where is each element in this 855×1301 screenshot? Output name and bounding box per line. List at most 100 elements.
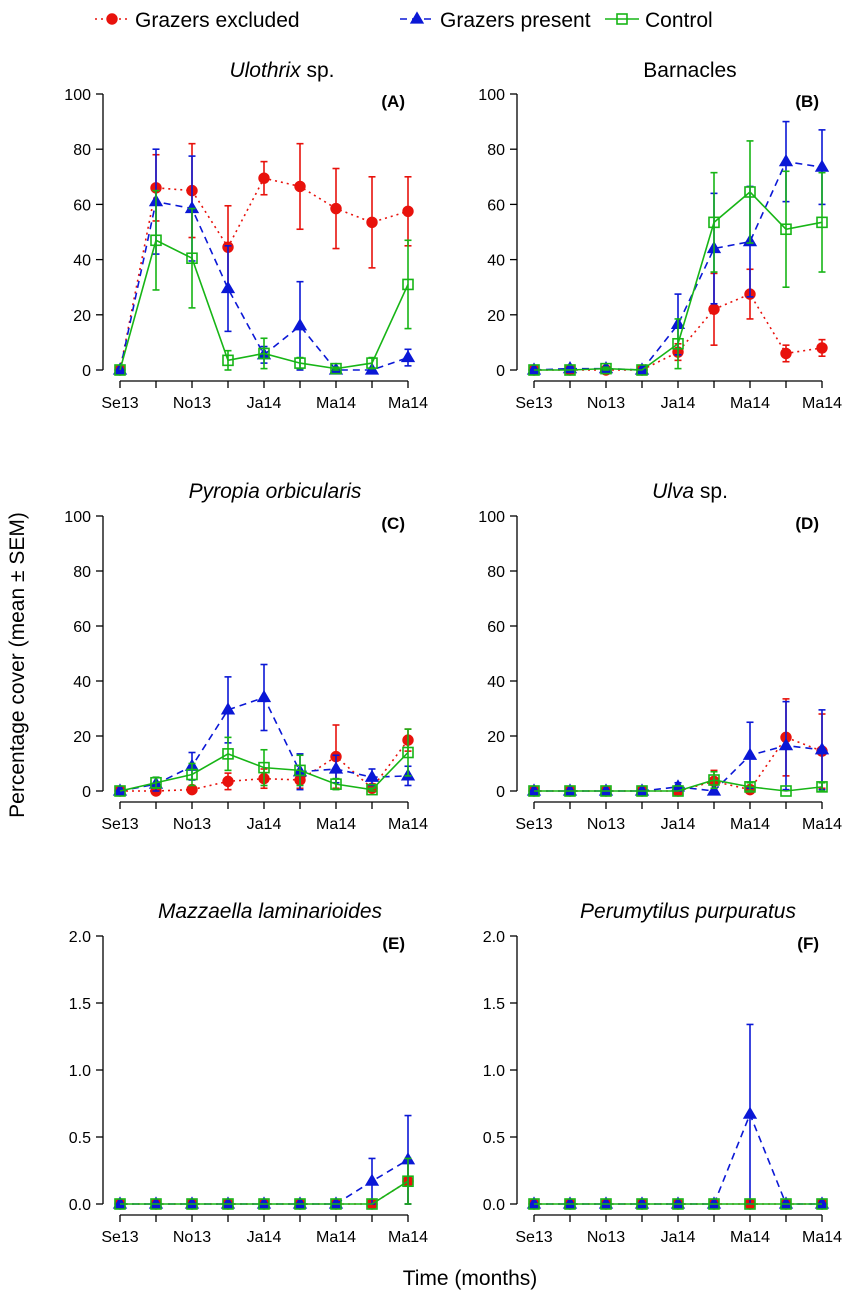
series-line-present-a	[119, 200, 409, 371]
point-control-e-1	[150, 1198, 162, 1210]
point-control-c-4	[258, 761, 270, 774]
y-tick-label-c-1: 20	[73, 729, 91, 746]
y-tick-label-f-1: 0.5	[483, 1130, 505, 1147]
y-tick-label-a-4: 80	[73, 142, 91, 159]
legend: Grazers excluded Grazers present Control	[95, 9, 713, 32]
point-control-f-6	[744, 1198, 756, 1210]
point-control-a-0	[114, 364, 126, 376]
point-control-d-7	[780, 785, 792, 797]
panel-title-italic-e: Mazzaella laminarioides	[158, 900, 383, 923]
point-control-b-7	[780, 223, 792, 236]
y-tick-label-e-0: 0.0	[69, 1197, 91, 1214]
point-present-d-5	[706, 783, 722, 796]
point-control-b-0	[528, 364, 540, 376]
point-present-d-8	[814, 742, 830, 755]
y-tick-label-d-5: 100	[478, 509, 505, 526]
panel-title-plain-a: sp.	[301, 59, 335, 82]
y-tick-label-e-3: 1.5	[69, 996, 91, 1013]
point-present-d-3	[634, 783, 650, 796]
point-control-f-1	[564, 1198, 576, 1210]
point-control-b-2	[600, 362, 612, 375]
point-control-e-7	[366, 1198, 378, 1210]
panel-letter-e: (E)	[382, 934, 405, 953]
panel-title-plain-b: Barnacles	[643, 59, 736, 82]
point-control-e-5	[294, 1198, 306, 1210]
y-tick-label-b-5: 100	[478, 87, 505, 104]
x-tick-label-e-0: Se13	[101, 1229, 138, 1246]
point-control-d-8	[816, 781, 828, 793]
y-tick-label-a-5: 100	[64, 87, 91, 104]
point-present-f-0	[526, 1196, 542, 1209]
point-present-e-2	[184, 1196, 200, 1209]
legend-marker-excluded	[106, 13, 118, 25]
point-present-b-8	[814, 159, 830, 172]
y-tick-label-c-4: 80	[73, 564, 91, 581]
x-tick-label-f-2: Ja14	[661, 1229, 696, 1246]
point-present-e-0	[112, 1196, 128, 1209]
legend-label-excluded: Grazers excluded	[135, 9, 300, 32]
legend-marker-present	[409, 11, 425, 24]
panel-e: 0.0 0.5 1.0 1.5 2.0 Se13 No13 Ja14 Ma14 Ma14 Mazza…	[69, 900, 428, 1246]
panel-letter-c: (C)	[381, 514, 405, 533]
y-tick-label-a-3: 60	[73, 197, 91, 214]
point-present-c-6	[328, 761, 344, 774]
panel-title-b: Barnacles	[643, 59, 736, 82]
point-control-b-3	[636, 364, 648, 376]
series-control-d	[528, 770, 828, 797]
x-tick-label-b-3: Ma14	[730, 395, 770, 412]
x-tick-label-a-0: Se13	[101, 395, 138, 412]
x-tick-label-b-2: Ja14	[661, 395, 696, 412]
point-present-d-0	[526, 783, 542, 796]
point-present-e-4	[256, 1196, 272, 1209]
point-present-e-6	[328, 1196, 344, 1209]
point-excluded-a-8	[402, 205, 414, 218]
point-present-c-4	[256, 689, 272, 703]
point-control-d-2	[600, 785, 612, 797]
panel-c: 0 20 40 60 80 100 Se13 No13 Ja14 Ma14 Ma14 Pyropia …	[64, 480, 428, 833]
panel-title-plain-d: sp.	[694, 480, 728, 503]
point-control-f-0	[528, 1198, 540, 1210]
point-control-b-4	[672, 337, 684, 350]
x-tick-label-d-4: Ma14	[802, 816, 842, 833]
point-control-d-3	[636, 785, 648, 797]
panel-title-italic-f: Perumytilus purpuratus	[580, 900, 796, 923]
point-present-e-1	[148, 1196, 164, 1209]
x-tick-label-e-4: Ma14	[388, 1229, 428, 1246]
point-control-c-0	[114, 785, 126, 797]
y-tick-label-c-3: 60	[73, 619, 91, 636]
point-present-d-6	[742, 747, 758, 760]
series-present-d	[526, 700, 830, 796]
x-tick-label-f-3: Ma14	[730, 1229, 770, 1246]
point-control-d-0	[528, 785, 540, 797]
series-control-e	[114, 1157, 414, 1210]
x-tick-label-c-4: Ma14	[388, 816, 428, 833]
point-control-a-4	[258, 347, 270, 360]
x-tick-label-a-3: Ma14	[316, 395, 356, 412]
point-control-e-2	[186, 1198, 198, 1210]
y-tick-label-d-4: 80	[487, 564, 505, 581]
x-tick-label-b-1: No13	[587, 395, 625, 412]
point-control-c-2	[186, 768, 198, 781]
panel-title-d: Ulva sp.	[652, 480, 728, 503]
y-tick-label-a-2: 40	[73, 253, 91, 270]
y-tick-label-b-3: 60	[487, 197, 505, 214]
point-present-b-3	[634, 362, 650, 375]
series-control-c	[114, 728, 414, 797]
x-tick-label-a-4: Ma14	[388, 395, 428, 412]
point-excluded-a-7	[366, 216, 378, 229]
point-present-e-3	[220, 1196, 236, 1209]
point-control-c-5	[294, 764, 306, 777]
point-control-d-1	[564, 785, 576, 797]
point-control-b-1	[564, 364, 576, 376]
point-control-c-3	[222, 748, 234, 760]
point-control-e-6	[330, 1198, 342, 1210]
y-tick-label-a-1: 20	[73, 308, 91, 325]
panel-d: 0 20 40 60 80 100 Se13 No13 Ja14 Ma14 Ma14 Ulva sp.…	[478, 480, 842, 833]
x-tick-label-b-0: Se13	[515, 395, 552, 412]
panel-title-f: Perumytilus purpuratus	[580, 900, 796, 923]
x-tick-label-d-2: Ja14	[661, 816, 696, 833]
y-axis-label: Percentage cover (mean ± SEM)	[6, 512, 29, 818]
point-present-f-7	[778, 1196, 794, 1209]
series-present-f	[526, 1023, 830, 1209]
